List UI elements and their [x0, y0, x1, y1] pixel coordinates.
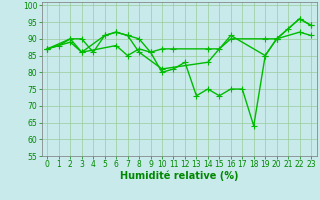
X-axis label: Humidité relative (%): Humidité relative (%)	[120, 171, 238, 181]
